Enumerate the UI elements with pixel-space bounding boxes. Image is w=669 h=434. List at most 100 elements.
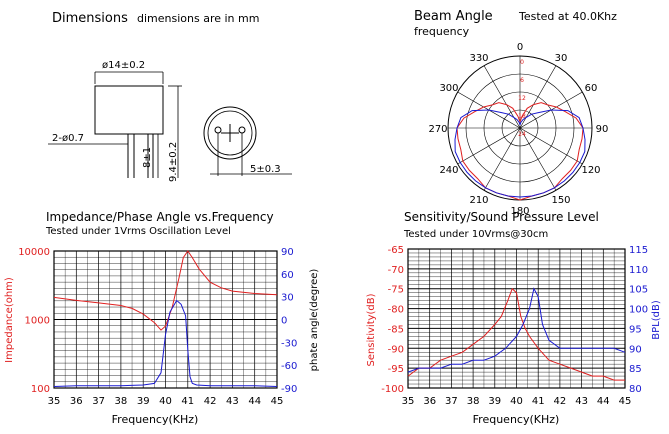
polar-spoke [483,127,521,191]
diameter-label: ø14±0.2 [102,60,145,71]
polar-angle-label: 330 [469,53,488,64]
y-left-tick-label: 1000 [25,316,50,327]
beam-panel: Beam Angle Tested at 40.0Khz frequency 0… [414,9,617,217]
x-tick-label: 40 [159,396,172,407]
x-tick-label: 44 [597,396,610,407]
y-right-tick-label: 110 [629,265,648,276]
y-right-tick-label: -30 [281,338,297,349]
pin-length-label: 8±1 [142,147,153,168]
polar-ring-label: 24 [518,131,526,138]
left-series-line [407,287,625,381]
y-right-tick-label: -90 [281,384,297,395]
polar-angle-label: 0 [517,42,523,53]
y-right-tick-label: 95 [629,324,642,335]
sensitivity-subtitle: Tested under 10Vrms@30cm [403,229,548,240]
y-right-tick-label: 85 [629,364,642,375]
polar-angle-label: 210 [469,195,488,206]
polar-angle-label: 150 [551,195,570,206]
impedance-y-left-label: Impedance(ohm) [4,277,15,363]
y-left-tick-label: -80 [388,305,404,316]
polar-ring-label: 0 [520,59,524,66]
beam-title: Beam Angle [414,9,493,24]
height-label: 9.4±0.2 [168,142,179,182]
dimensions-panel: Dimensions dimensions are in mm ø14±0.2 … [48,11,292,182]
polar-angle-label: 120 [581,165,600,176]
plot-frame [53,250,278,389]
polar-angle-label: 240 [439,165,458,176]
x-tick-label: 36 [423,396,436,407]
polar-spoke [519,127,583,165]
polar-spoke [457,127,521,165]
x-tick-label: 45 [271,396,284,407]
y-right-tick-label: 90 [629,344,642,355]
polar-angle-label: 30 [555,53,568,64]
right-series-line [53,299,278,387]
y-right-tick-label: 115 [629,245,648,256]
y-right-tick-label: 0 [281,316,287,327]
impedance-panel: Impedance/Phase Angle vs.Frequency Teste… [4,210,320,426]
y-right-tick-label: -60 [281,361,297,372]
y-right-tick-label: 30 [281,293,294,304]
sensitivity-panel: Sensitivity/Sound Pressure Level Tested … [366,210,662,426]
x-tick-label: 39 [137,396,150,407]
y-right-tick-label: 60 [281,270,294,281]
x-tick-label: 44 [248,396,261,407]
y-left-tick-label: -70 [388,265,404,276]
polar-spoke [483,65,521,129]
polar-angle-label: 90 [596,124,609,135]
left-series-line [53,250,278,331]
x-tick-label: 41 [181,396,194,407]
top-view-inner [207,110,253,156]
dimensions-title: Dimensions [52,11,128,26]
x-tick-label: 38 [467,396,480,407]
polar-angle-label: 300 [439,83,458,94]
plot-frame [407,248,626,389]
x-tick-label: 35 [48,396,61,407]
x-tick-label: 37 [445,396,458,407]
polar-angle-label: 60 [585,83,598,94]
sensitivity-y-right-label: BPL(dB) [651,300,662,340]
x-tick-label: 35 [402,396,415,407]
y-right-tick-label: 80 [629,384,642,395]
pitch-label: 5±0.3 [250,164,281,175]
beam-subtitle: Tested at 40.0Khz [518,10,617,23]
impedance-title: Impedance/Phase Angle vs.Frequency [46,210,274,224]
sensitivity-chart: 35 36 37 38 39 40 41 42 43 44 45 -65 -70 -75 -80 -85 -90… [381,245,648,407]
x-tick-label: 38 [115,396,128,407]
y-left-tick-label: 100 [31,384,50,395]
x-tick-label: 43 [226,396,239,407]
x-tick-label: 40 [510,396,523,407]
x-tick-label: 36 [70,396,83,407]
sensitivity-x-label: Frequency(KHz) [473,413,560,426]
x-tick-label: 37 [92,396,105,407]
y-left-tick-label: -100 [381,384,404,395]
impedance-subtitle: Tested under 1Vrms Oscillation Level [45,226,231,237]
y-right-tick-label: 100 [629,305,648,316]
y-left-tick-label: -85 [388,324,404,335]
y-left-tick-label: -65 [388,245,404,256]
impedance-chart: 35 36 37 38 39 40 41 42 43 44 45 10000 1000 100 90 60 30… [18,247,297,407]
y-right-tick-label: 105 [629,285,648,296]
sensitivity-y-left-label: Sensitivity(dB) [366,293,377,366]
polar-ring-label: 12 [518,95,526,102]
polar-angle-label: 270 [428,124,447,135]
polar-spoke [519,127,557,191]
impedance-x-label: Frequency(KHz) [112,413,199,426]
x-tick-label: 42 [554,396,567,407]
top-view-outer [203,106,257,160]
polar-ring-label: 6 [520,77,524,84]
x-tick-label: 39 [488,396,501,407]
polar-angle-label: 180 [510,206,529,217]
transducer-body [94,85,164,135]
beam-subtitle-2: frequency [414,25,470,38]
x-tick-label: 45 [619,396,632,407]
y-left-tick-label: -90 [388,344,404,355]
right-series-line [407,287,626,373]
y-left-tick-label: 10000 [18,247,50,258]
y-right-tick-label: 90 [281,247,294,258]
x-tick-label: 41 [532,396,545,407]
polar-series-line [456,102,584,201]
pin-diameter-label: 2-ø0.7 [52,133,84,144]
